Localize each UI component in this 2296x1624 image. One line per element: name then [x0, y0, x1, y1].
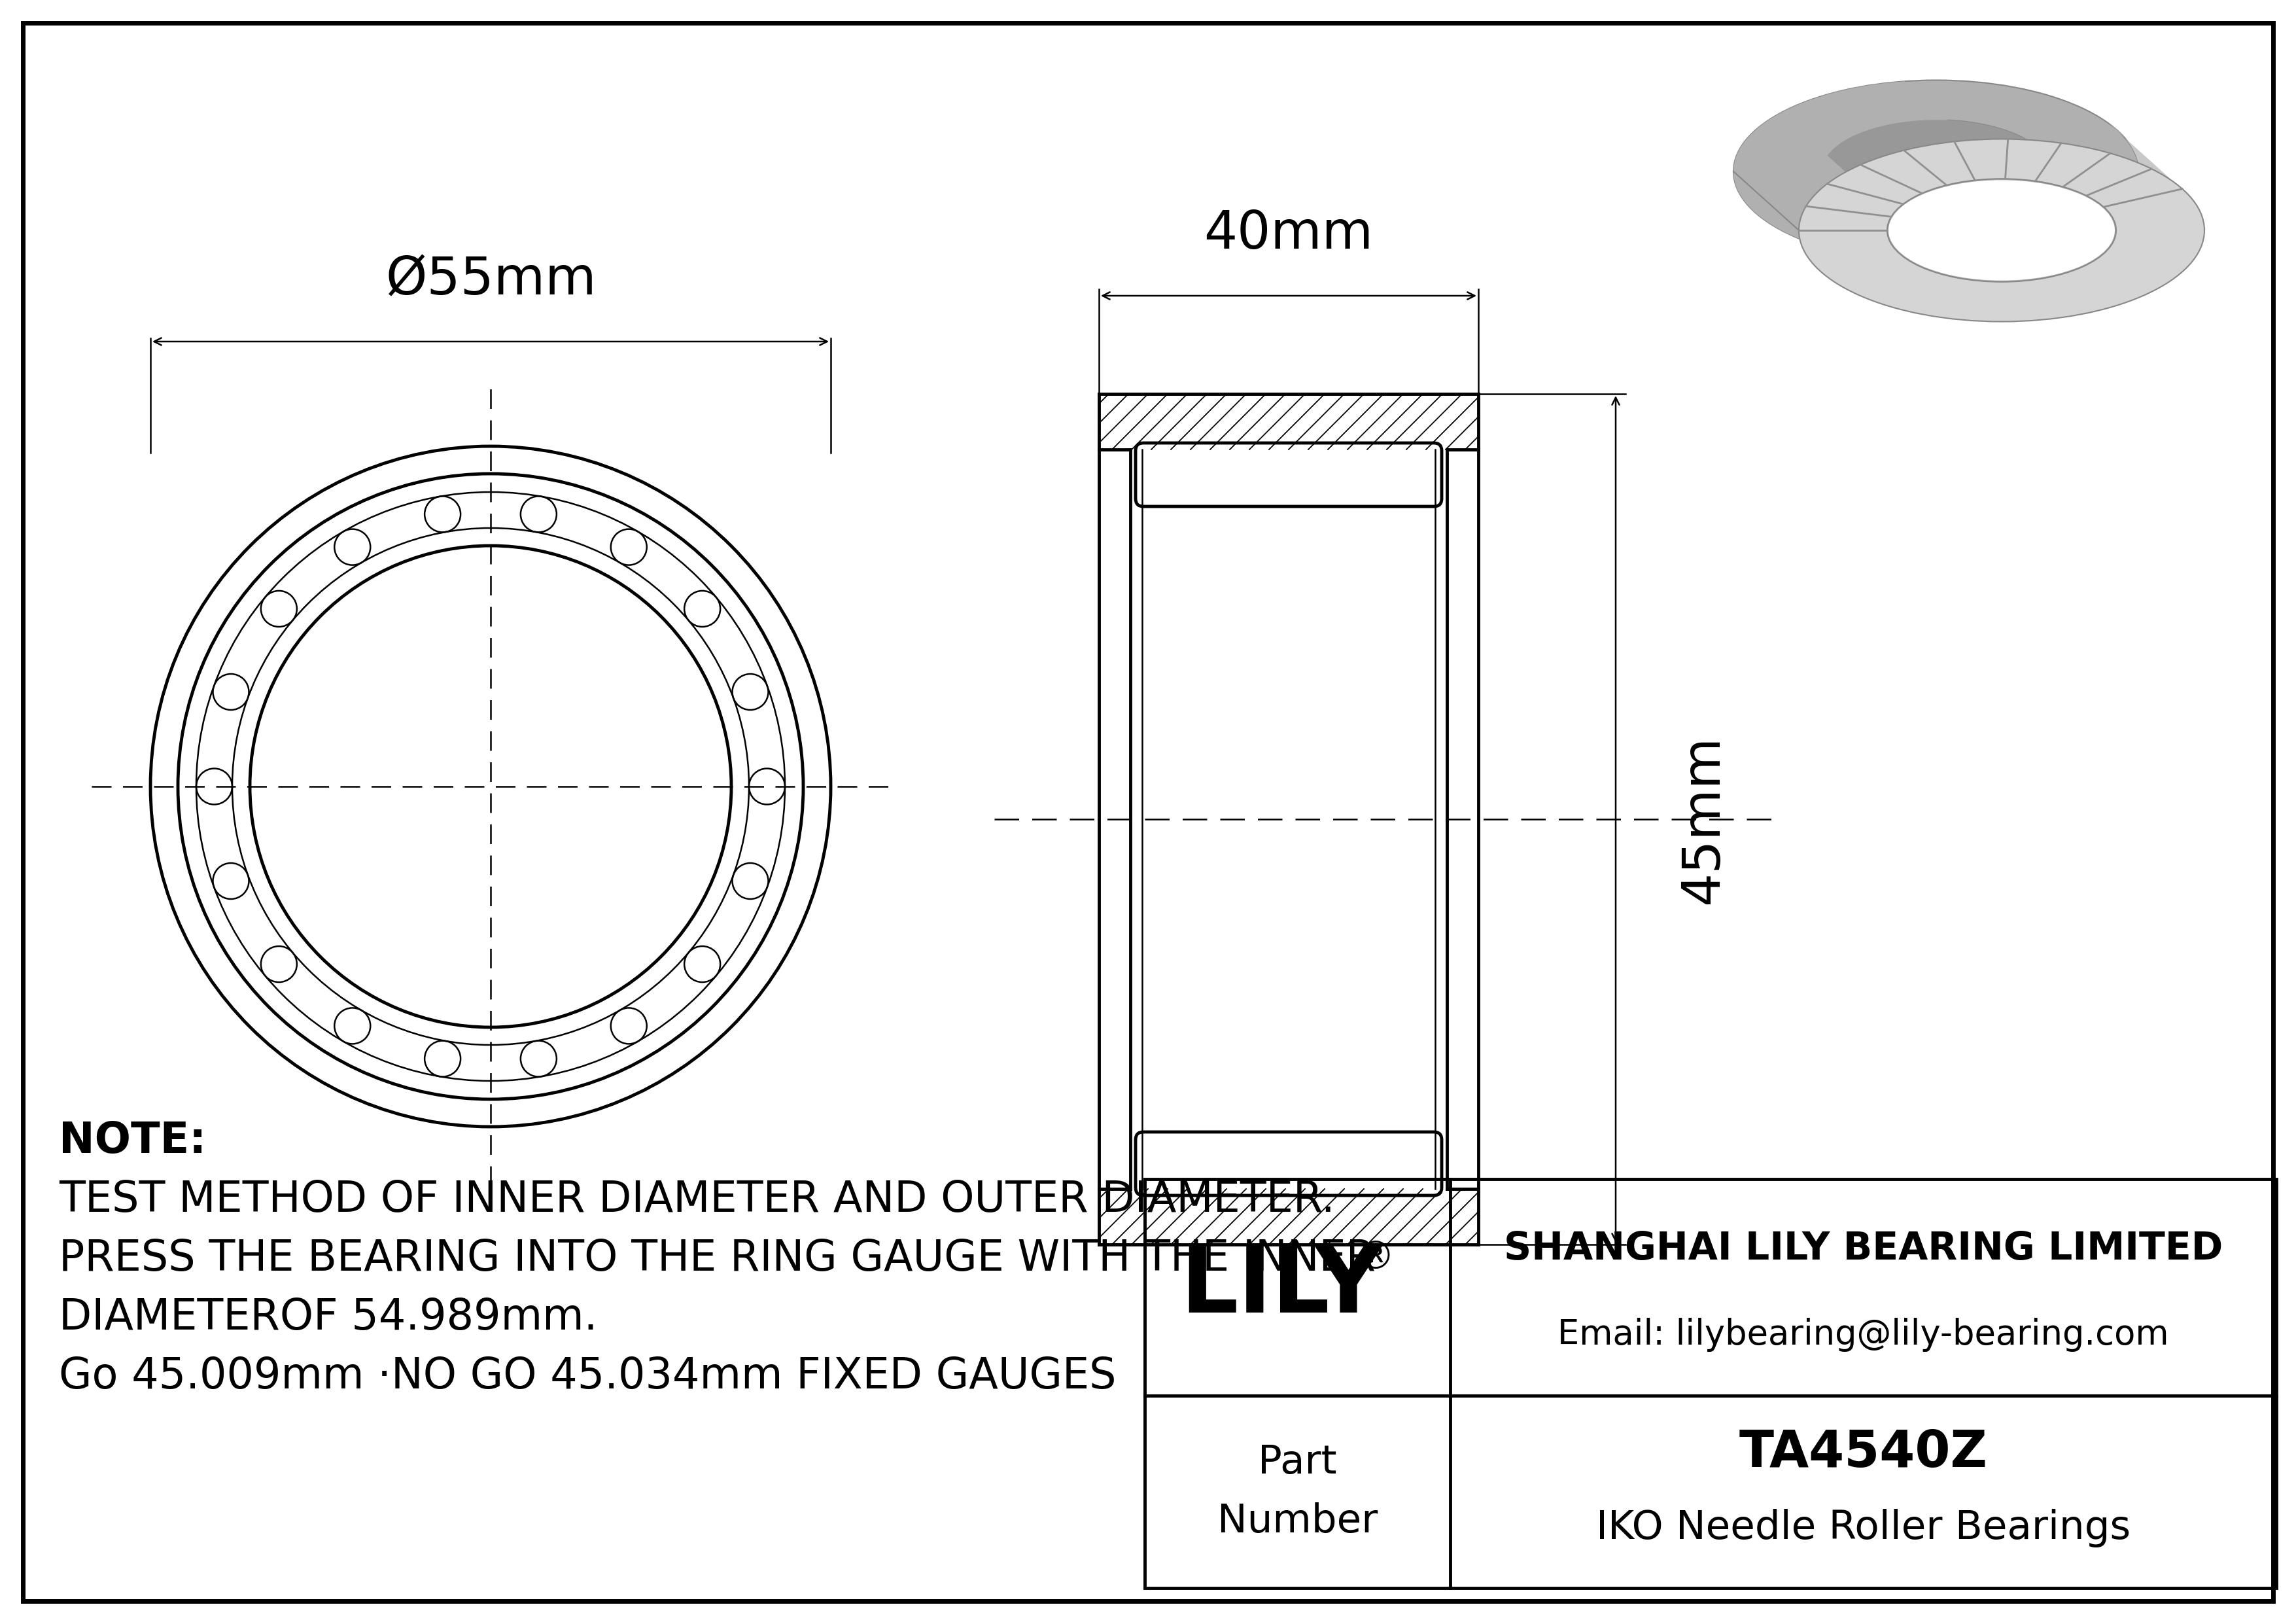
Text: PRESS THE BEARING INTO THE RING GAUGE WITH THE INNER: PRESS THE BEARING INTO THE RING GAUGE WI…	[60, 1237, 1375, 1280]
Text: Email: lilybearing@lily-bearing.com: Email: lilybearing@lily-bearing.com	[1557, 1319, 2170, 1353]
Text: Go 45.009mm ·NO GO 45.034mm FIXED GAUGES: Go 45.009mm ·NO GO 45.034mm FIXED GAUGES	[60, 1356, 1116, 1398]
Ellipse shape	[1798, 140, 2204, 322]
Bar	[1146, 1179, 2275, 1588]
Text: NOTE:: NOTE:	[60, 1121, 207, 1163]
Polygon shape	[1733, 81, 1970, 320]
Text: TEST METHOD OF INNER DIAMETER AND OUTER DIAMETER.: TEST METHOD OF INNER DIAMETER AND OUTER …	[60, 1179, 1334, 1221]
Ellipse shape	[1887, 179, 2117, 283]
Ellipse shape	[1890, 180, 2115, 281]
Text: Part: Part	[1258, 1444, 1336, 1481]
Text: ®: ®	[1357, 1239, 1396, 1276]
Ellipse shape	[1821, 120, 2050, 222]
Text: 40mm: 40mm	[1203, 209, 1373, 260]
Text: 45mm: 45mm	[1678, 734, 1729, 905]
Polygon shape	[1828, 120, 2110, 214]
Text: LILY: LILY	[1180, 1244, 1382, 1332]
Text: DIAMETEROF 54.989mm.: DIAMETEROF 54.989mm.	[60, 1298, 597, 1338]
Text: Number: Number	[1217, 1502, 1378, 1541]
Text: Ø55mm: Ø55mm	[386, 255, 597, 305]
Polygon shape	[1903, 123, 2204, 322]
Text: SHANGHAI LILY BEARING LIMITED: SHANGHAI LILY BEARING LIMITED	[1504, 1229, 2223, 1267]
Text: TA4540Z: TA4540Z	[1738, 1427, 1988, 1478]
Ellipse shape	[1733, 80, 2140, 263]
Text: IKO Needle Roller Bearings: IKO Needle Roller Bearings	[1596, 1509, 2131, 1548]
